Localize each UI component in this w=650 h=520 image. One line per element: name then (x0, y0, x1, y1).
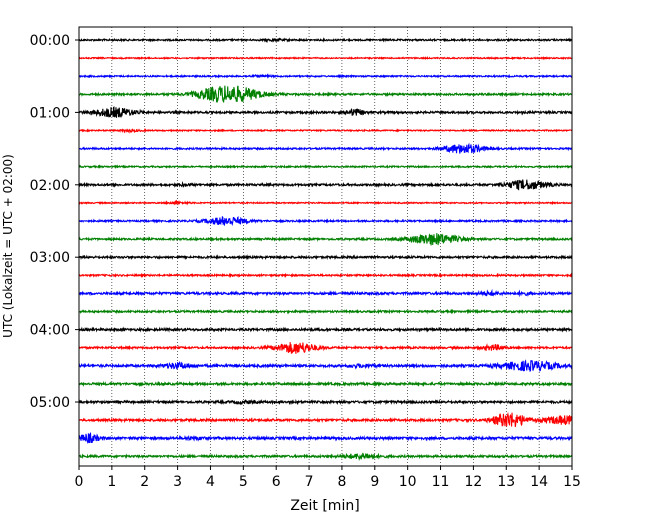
plot-frame (78, 26, 573, 467)
seismic-trace (78, 272, 573, 279)
x-tick-label: 1 (107, 474, 116, 490)
seismic-trace (78, 128, 573, 134)
seismic-trace (78, 73, 573, 79)
seismic-trace (78, 288, 573, 298)
seismic-trace (78, 106, 573, 118)
seismic-trace (78, 398, 573, 406)
seismic-trace (78, 56, 573, 61)
y-tick-label: 03:00 (30, 250, 70, 266)
seismic-trace (78, 326, 573, 333)
x-tick-label: 7 (305, 474, 314, 490)
seismic-trace (78, 411, 573, 428)
x-tick-label: 3 (173, 474, 182, 490)
x-tick-label: 11 (432, 474, 450, 490)
x-axis-label: Zeit [min] (290, 498, 359, 514)
seismic-trace (78, 142, 573, 154)
y-tick-label: 00:00 (30, 33, 70, 49)
x-tick-label: 9 (370, 474, 379, 490)
x-tick-label: 15 (563, 474, 581, 490)
y-tick-label: 02:00 (30, 178, 70, 194)
y-tick-label: 05:00 (30, 395, 70, 411)
seismic-trace (78, 308, 573, 315)
seismic-trace (78, 179, 573, 191)
y-tick-label: 01:00 (30, 105, 70, 121)
x-tick-label: 4 (206, 474, 215, 490)
seismic-trace (78, 452, 573, 462)
plot-background (79, 27, 572, 466)
seismic-trace (78, 85, 573, 104)
x-tick-label: 8 (337, 474, 346, 490)
seismic-trace (78, 164, 573, 170)
seismic-trace (78, 233, 573, 246)
seismic-trace (78, 215, 573, 226)
x-tick-label: 5 (239, 474, 248, 490)
seismic-trace (78, 37, 573, 44)
x-tick-label: 2 (140, 474, 149, 490)
x-tick-label: 13 (497, 474, 515, 490)
seismic-trace (78, 254, 573, 261)
seismic-trace (78, 359, 573, 373)
y-axis-label: UTC (Lokalzeit = UTC + 02:00) (1, 154, 15, 338)
y-tick-label: 04:00 (30, 323, 70, 339)
seismic-trace (78, 431, 573, 445)
x-tick-label: 14 (530, 474, 548, 490)
y-axis: 00:00 01:00 02:00 03:00 04:00 05:00 (30, 33, 79, 411)
grid-lines (111, 27, 540, 466)
x-tick-label: 0 (75, 474, 84, 490)
seismic-trace (78, 380, 573, 388)
x-tick-label: 6 (272, 474, 281, 490)
seismic-trace (78, 342, 573, 354)
x-axis: 0 1 2 3 4 5 6 7 8 9 10 11 12 13 14 15 (75, 466, 581, 490)
x-tick-label: 12 (464, 474, 482, 490)
x-tick-label: 10 (399, 474, 417, 490)
seismic-trace (78, 199, 573, 206)
traces (78, 37, 573, 462)
